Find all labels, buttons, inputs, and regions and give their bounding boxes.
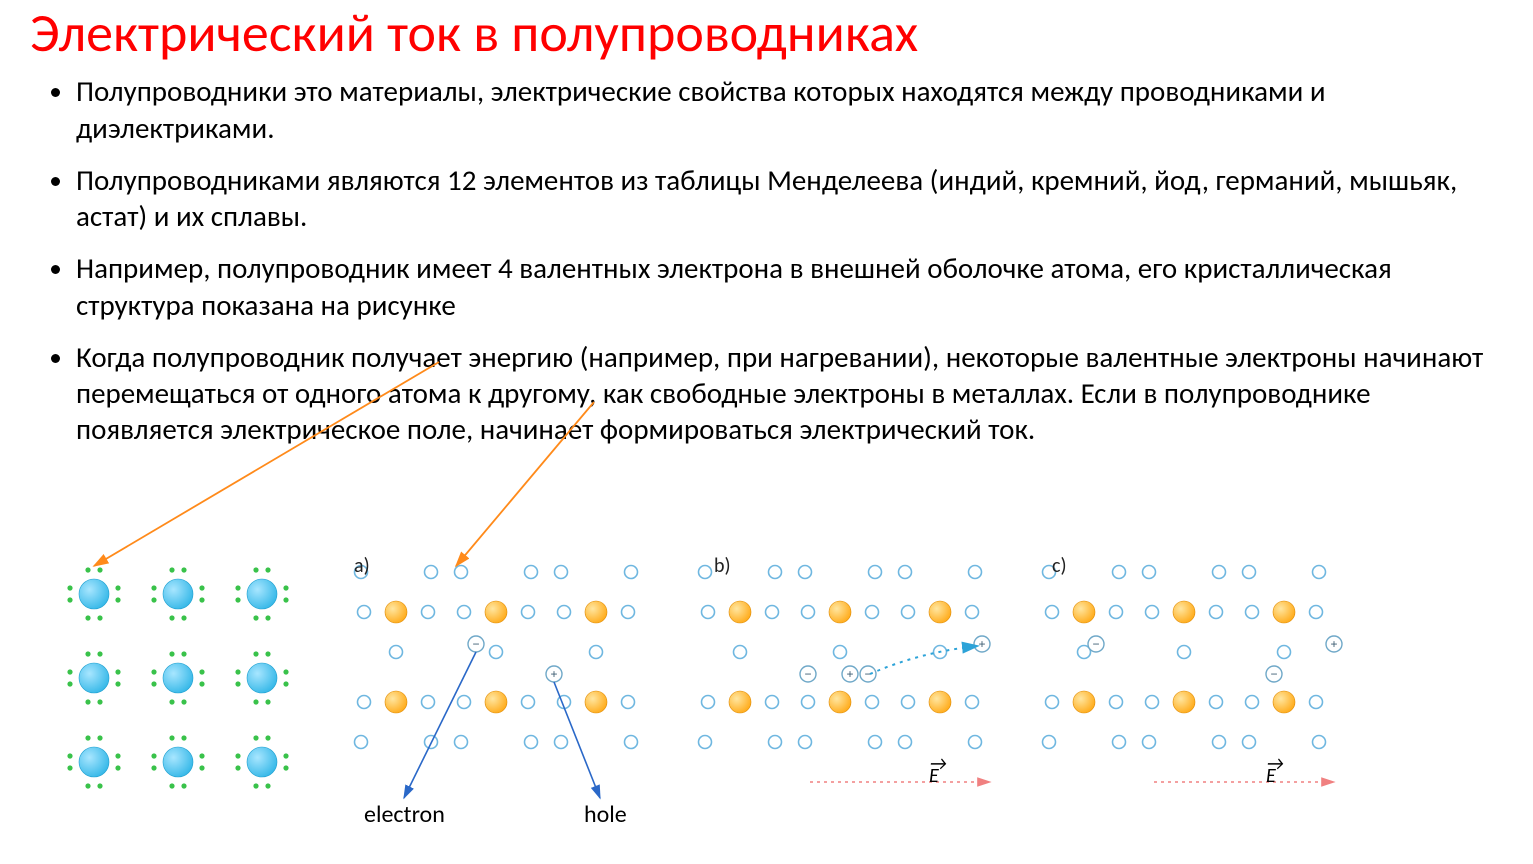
svg-text:−: − xyxy=(1092,637,1099,651)
bullet-item: Полупроводники это материалы, электричес… xyxy=(76,73,1503,146)
svg-text:+: + xyxy=(978,637,985,651)
electron-caption: electron xyxy=(364,800,445,829)
panel-a-label: a) xyxy=(354,554,370,578)
efield-label-b: E→ xyxy=(929,764,939,788)
svg-text:+: + xyxy=(1330,637,1337,651)
slide-title: Электрический ток в полупроводниках xyxy=(30,4,1503,63)
svg-text:−: − xyxy=(472,637,479,651)
svg-text:−: − xyxy=(1270,667,1277,681)
svg-text:−: − xyxy=(804,667,811,681)
panel-b-label: b) xyxy=(714,554,731,578)
svg-text:+: + xyxy=(550,667,557,681)
panel-c-label: c) xyxy=(1052,554,1067,578)
hole-caption: hole xyxy=(584,800,627,829)
bullet-item: Полупроводниками являются 12 элементов и… xyxy=(76,162,1503,235)
efield-label-c: E→ xyxy=(1266,764,1276,788)
svg-text:+: + xyxy=(846,667,853,681)
diagram-area: −+−+−+−−+ a) b) c) electron hole E→ E→ xyxy=(34,552,1499,852)
